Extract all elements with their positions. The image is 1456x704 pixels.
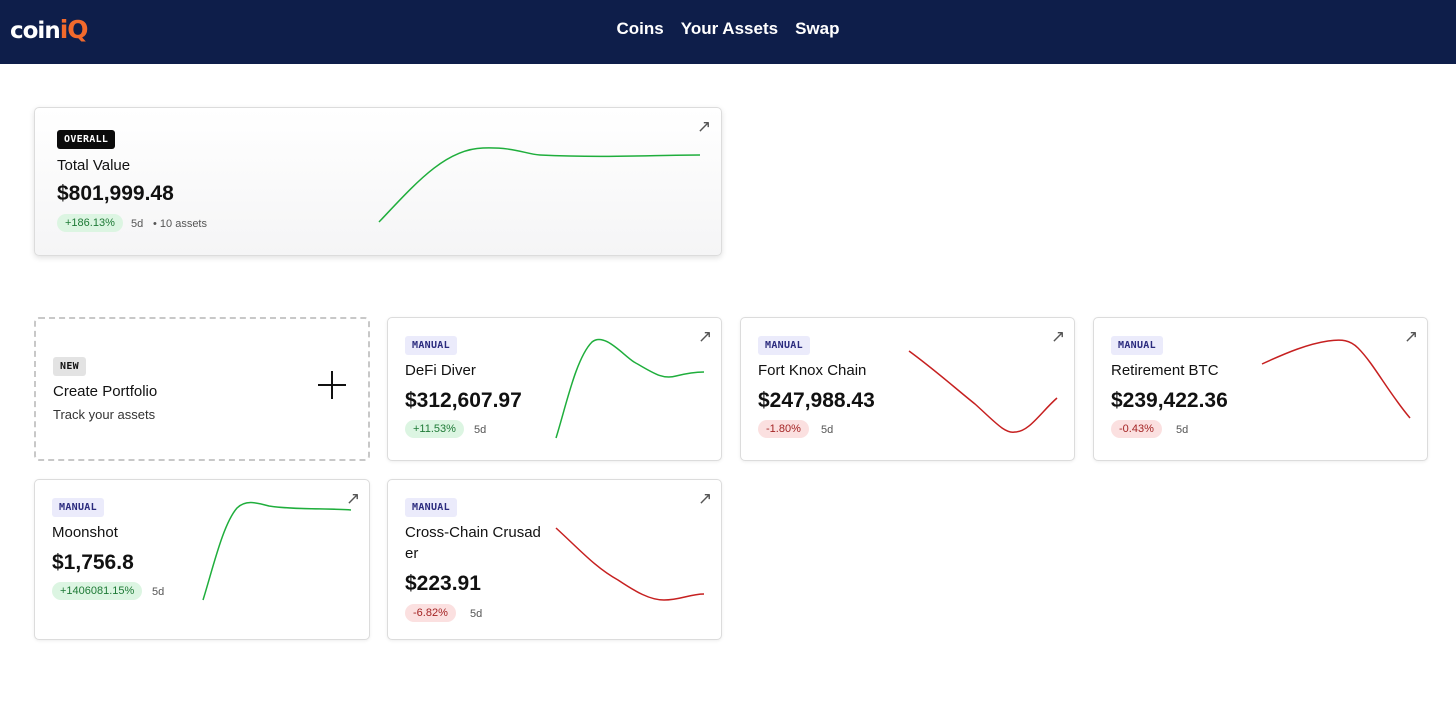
card-value: $801,999.48 xyxy=(57,182,174,205)
asset-count: • 10 assets xyxy=(153,218,207,230)
card-title: Retirement BTC xyxy=(1111,362,1219,379)
expand-arrow-icon[interactable]: ↗ xyxy=(697,117,712,136)
overall-badge: OVERALL xyxy=(57,130,116,149)
expand-arrow-icon[interactable]: ↗ xyxy=(1051,327,1066,346)
expand-arrow-icon[interactable]: ↗ xyxy=(1404,327,1419,346)
card-title: Moonshot xyxy=(52,524,118,541)
card-value: $312,607.97 xyxy=(405,389,522,412)
coiniq-logo[interactable]: coin iQ xyxy=(10,15,89,45)
top-navigation-bar: coin iQ Coins Your Assets Swap xyxy=(0,0,1456,64)
portfolio-card-cross-chain-crusader[interactable]: MANUAL Cross-Chain Crusader $223.91 -6.8… xyxy=(387,479,722,640)
retirement-btc-sparkline xyxy=(1261,339,1411,419)
nav-swap[interactable]: Swap xyxy=(795,19,840,38)
expand-arrow-icon[interactable]: ↗ xyxy=(346,489,361,508)
manual-badge: MANUAL xyxy=(405,498,457,517)
card-value: $1,756.8 xyxy=(52,551,134,574)
main-nav: Coins Your Assets Swap xyxy=(0,0,1456,58)
portfolio-card-defi-diver[interactable]: MANUAL DeFi Diver $312,607.97 +11.53% 5d… xyxy=(387,317,722,461)
moonshot-sparkline xyxy=(202,501,352,601)
period-label: 5d xyxy=(1176,424,1189,436)
new-badge: NEW xyxy=(53,357,86,376)
portfolio-card-moonshot[interactable]: MANUAL Moonshot $1,756.8 +1406081.15% 5d… xyxy=(34,479,370,640)
expand-arrow-icon[interactable]: ↗ xyxy=(698,489,713,508)
card-title: Cross-Chain Crusader xyxy=(405,524,541,562)
expand-arrow-icon[interactable]: ↗ xyxy=(698,327,713,346)
card-title: DeFi Diver xyxy=(405,362,476,379)
logo-text-iq: iQ xyxy=(59,15,89,44)
logo-text-coin: coin xyxy=(10,18,61,44)
change-badge: +1406081.15% xyxy=(52,582,143,600)
change-badge: -0.43% xyxy=(1111,420,1162,438)
period-label: 5d xyxy=(821,424,834,436)
overall-sparkline xyxy=(378,147,701,223)
card-value: $223.91 xyxy=(405,572,481,595)
change-badge: +11.53% xyxy=(405,420,464,438)
card-title: Fort Knox Chain xyxy=(758,362,867,379)
change-badge: -1.80% xyxy=(758,420,809,438)
change-badge: +186.13% xyxy=(57,214,123,232)
create-portfolio-card[interactable]: NEW Create Portfolio Track your assets xyxy=(34,317,370,461)
nav-coins[interactable]: Coins xyxy=(616,19,664,38)
fort-knox-chain-sparkline xyxy=(908,350,1058,433)
plus-icon[interactable] xyxy=(318,371,346,399)
card-title: Total Value xyxy=(57,157,131,174)
portfolio-card-fort-knox-chain[interactable]: MANUAL Fort Knox Chain $247,988.43 -1.80… xyxy=(740,317,1075,461)
period-label: 5d xyxy=(474,424,487,436)
card-value: $239,422.36 xyxy=(1111,389,1228,412)
card-value: $247,988.43 xyxy=(758,389,875,412)
manual-badge: MANUAL xyxy=(758,336,810,355)
overall-portfolio-card[interactable]: OVERALL Total Value $801,999.48 +186.13%… xyxy=(34,107,722,256)
manual-badge: MANUAL xyxy=(52,498,104,517)
manual-badge: MANUAL xyxy=(1111,336,1163,355)
create-portfolio-title: Create Portfolio xyxy=(53,383,158,400)
period-label: 5d xyxy=(470,608,483,620)
nav-your-assets[interactable]: Your Assets xyxy=(680,19,779,38)
create-portfolio-subtitle: Track your assets xyxy=(53,407,156,422)
change-badge: -6.82% xyxy=(405,604,456,622)
portfolio-card-retirement-btc[interactable]: MANUAL Retirement BTC $239,422.36 -0.43%… xyxy=(1093,317,1428,461)
cross-chain-crusader-sparkline xyxy=(555,527,705,601)
defi-diver-sparkline xyxy=(555,338,705,439)
period-label: 5d xyxy=(131,218,144,230)
manual-badge: MANUAL xyxy=(405,336,457,355)
period-label: 5d xyxy=(152,586,165,598)
